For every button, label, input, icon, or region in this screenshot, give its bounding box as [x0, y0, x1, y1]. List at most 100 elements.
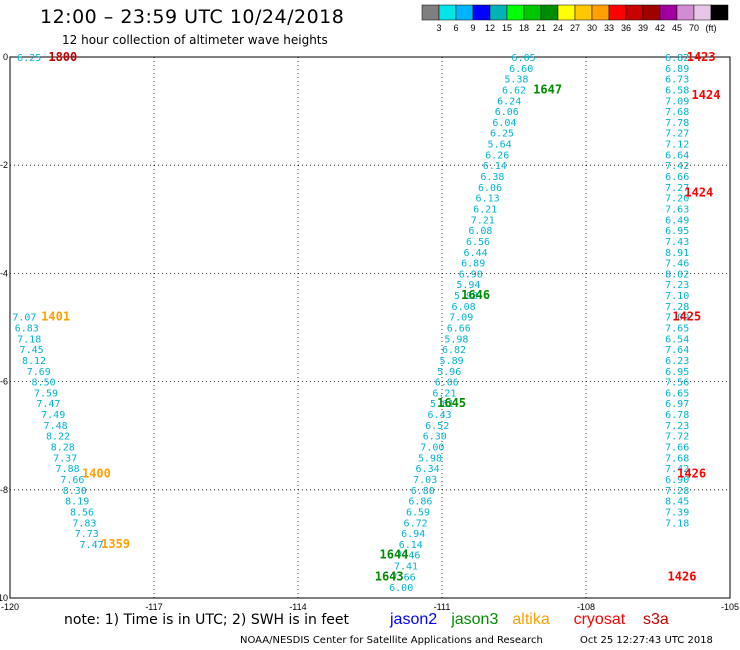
- wave-height-label: 5.98: [444, 334, 468, 345]
- colorbar-swatch: [676, 4, 695, 21]
- wave-height-label: 7.20: [665, 194, 689, 205]
- wave-height-label: 7.10: [665, 291, 689, 302]
- wave-height-label: 5.38: [504, 75, 528, 86]
- colorbar-label: 24: [553, 23, 563, 33]
- time-label: 1400: [82, 467, 111, 481]
- y-tick-label: -4: [0, 268, 8, 278]
- wave-height-label: 8.45: [665, 497, 689, 508]
- colorbar-label: (ft): [706, 23, 717, 33]
- legend-jason2: jason2: [389, 611, 437, 628]
- wave-height-label: 5.98: [454, 291, 478, 302]
- time-label: 1425: [672, 310, 701, 324]
- colorbar-swatch: [693, 4, 712, 21]
- wave-height-label: 7.21: [471, 215, 495, 226]
- wave-height-label: 6.06: [435, 378, 459, 389]
- time-label: 1426: [677, 467, 706, 481]
- wave-height-label: 6.04: [492, 118, 516, 129]
- wave-height-label: 6.25: [490, 129, 514, 140]
- wave-height-label: 7.48: [44, 421, 68, 432]
- wave-height-label: 6.80: [411, 486, 435, 497]
- wave-height-label: 6.82: [665, 53, 689, 64]
- legend-cryosat: cryosat: [574, 611, 626, 628]
- time-label: 1800: [48, 50, 77, 64]
- wave-height-label: 7.73: [75, 529, 99, 540]
- wave-height-label: 7.27: [665, 129, 689, 140]
- colorbar-label: 42: [655, 23, 665, 33]
- time-label: 1644: [380, 548, 409, 562]
- wave-height-label: 7.07: [12, 313, 36, 324]
- timestamp-text: Oct 25 12:27:43 UTC 2018: [580, 635, 713, 646]
- wave-height-label: 5.64: [488, 140, 512, 151]
- wave-height-label: 6.78: [665, 410, 689, 421]
- wave-height-label: 7.23: [665, 421, 689, 432]
- wave-height-label: 8.30: [63, 486, 87, 497]
- wave-height-label: 7.63: [665, 204, 689, 215]
- colorbar-label: 70: [689, 23, 699, 33]
- wave-height-label: 6.56: [466, 237, 490, 248]
- colorbar-swatch: [574, 4, 593, 21]
- wave-height-label: 7.18: [665, 518, 689, 529]
- y-tick-label: -8: [0, 485, 8, 495]
- y-tick-label: -2: [0, 160, 8, 170]
- wave-height-label: 6.86: [408, 497, 432, 508]
- wave-height-label: 8.12: [22, 356, 46, 367]
- wave-height-label: 7.27: [665, 183, 689, 194]
- colorbar-label: 15: [502, 23, 512, 33]
- wave-height-label: 6.58: [665, 85, 689, 96]
- wave-height-label: 7.46: [396, 551, 420, 562]
- wave-height-label: 6.25: [17, 53, 41, 64]
- wave-height-label: 8.22: [46, 432, 70, 443]
- wave-height-label: 7.28: [665, 302, 689, 313]
- wave-height-label: 7.66: [392, 572, 416, 583]
- x-tick-label: -105: [721, 602, 739, 612]
- colorbar-swatch: [659, 4, 678, 21]
- wave-height-label: 6.52: [425, 421, 449, 432]
- colorbar-swatch: [625, 4, 644, 21]
- legend-altika: altika: [512, 611, 549, 628]
- wave-height-label: 6.62: [502, 85, 526, 96]
- wave-height-label: 7.69: [27, 367, 51, 378]
- colorbar-swatch: [489, 4, 508, 21]
- wave-height-label: 5.61: [430, 399, 454, 410]
- wave-height-label: 7.41: [394, 562, 418, 573]
- wave-height-label: 7.12: [665, 140, 689, 151]
- wave-height-label: 7.88: [56, 464, 80, 475]
- y-tick-label: -6: [0, 377, 8, 387]
- colorbar-swatch: [472, 4, 491, 21]
- footnote: note: 1) Time is in UTC; 2) SWH is in fe…: [64, 612, 350, 628]
- wave-height-label: 7.45: [20, 345, 44, 356]
- wave-height-label: 7.37: [53, 453, 77, 464]
- wave-height-label: 6.66: [665, 172, 689, 183]
- wave-height-label: 6.60: [509, 64, 533, 75]
- wave-height-label: 7.68: [665, 453, 689, 464]
- wave-height-label: 7.23: [665, 280, 689, 291]
- wave-height-label: 6.06: [478, 183, 502, 194]
- wave-height-label: 6.59: [406, 507, 430, 518]
- wave-height-label: 5.96: [437, 367, 461, 378]
- time-label: 1426: [668, 569, 697, 583]
- colorbar-label: 18: [519, 23, 529, 33]
- page-subtitle: 12 hour collection of altimeter wave hei…: [62, 33, 328, 47]
- wave-height-label: 7.49: [41, 410, 65, 421]
- wave-height-label: 6.00: [389, 583, 413, 594]
- y-tick-label: 0: [3, 52, 8, 62]
- wave-height-label: 6.13: [476, 194, 500, 205]
- colorbar-label: 21: [536, 23, 546, 33]
- colorbar-swatch: [523, 4, 542, 21]
- x-tick-label: -114: [289, 602, 306, 612]
- colorbar-label: 12: [485, 23, 495, 33]
- colorbar-label: 27: [570, 23, 580, 33]
- wave-height-label: 6.08: [452, 302, 476, 313]
- wave-height-label: 6.89: [665, 64, 689, 75]
- wave-height-label: 6.95: [665, 226, 689, 237]
- colorbar-swatch: [421, 4, 440, 21]
- credit-text: NOAA/NESDIS Center for Satellite Applica…: [240, 635, 543, 646]
- plot-frame: [9, 56, 731, 599]
- time-label: 1645: [437, 396, 466, 410]
- wave-height-label: 5.94: [456, 280, 480, 291]
- wave-height-label: 6.34: [416, 464, 440, 475]
- colorbar-label: 39: [638, 23, 648, 33]
- wave-height-label: 6.14: [483, 161, 507, 172]
- time-label: 1424: [684, 185, 713, 199]
